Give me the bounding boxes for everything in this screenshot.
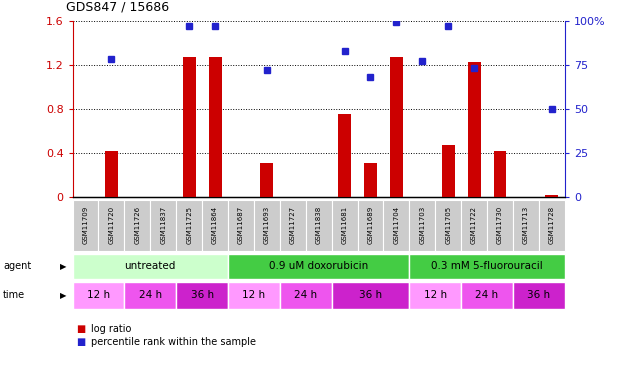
Bar (487, 200, 513, 250)
Text: GSM11709: GSM11709 (83, 206, 88, 245)
Bar (384, 200, 410, 250)
Bar (280, 200, 305, 250)
Bar (332, 282, 410, 309)
Text: ■: ■ (76, 324, 85, 334)
Text: 24 h: 24 h (294, 290, 317, 300)
Bar (305, 200, 332, 250)
Bar (513, 200, 539, 250)
Bar (176, 282, 228, 309)
Text: GSM11703: GSM11703 (419, 206, 425, 245)
Bar (150, 200, 176, 250)
Bar (209, 57, 221, 197)
Text: 36 h: 36 h (528, 290, 550, 300)
Text: GSM11838: GSM11838 (316, 206, 322, 245)
Bar (176, 200, 202, 250)
Bar (105, 151, 118, 197)
Text: time: time (3, 290, 25, 300)
Text: percentile rank within the sample: percentile rank within the sample (91, 338, 256, 347)
Bar (435, 200, 461, 250)
Text: GSM11725: GSM11725 (186, 206, 192, 244)
Text: ■: ■ (76, 338, 85, 347)
Text: 36 h: 36 h (359, 290, 382, 300)
Text: GSM11681: GSM11681 (341, 206, 348, 245)
Text: GSM11720: GSM11720 (109, 206, 114, 244)
Bar (202, 200, 228, 250)
Text: 36 h: 36 h (191, 290, 214, 300)
Text: GSM11693: GSM11693 (264, 206, 270, 245)
Bar (73, 200, 98, 250)
Bar (539, 200, 565, 250)
Bar (442, 145, 455, 197)
Bar (468, 63, 481, 197)
Bar (228, 200, 254, 250)
Bar (390, 57, 403, 197)
Bar (228, 254, 410, 279)
Bar (98, 200, 124, 250)
Bar (461, 282, 513, 309)
Text: ▶: ▶ (60, 262, 66, 271)
Text: GSM11705: GSM11705 (445, 206, 451, 244)
Text: 12 h: 12 h (242, 290, 266, 300)
Text: GSM11837: GSM11837 (160, 206, 166, 245)
Bar (410, 282, 461, 309)
Text: GSM11726: GSM11726 (134, 206, 140, 244)
Text: GSM11730: GSM11730 (497, 206, 503, 245)
Bar (182, 57, 196, 197)
Text: agent: agent (3, 261, 32, 272)
Text: GSM11689: GSM11689 (367, 206, 374, 245)
Text: GSM11728: GSM11728 (549, 206, 555, 244)
Text: GSM11864: GSM11864 (212, 206, 218, 244)
Text: 0.3 mM 5-fluorouracil: 0.3 mM 5-fluorouracil (431, 261, 543, 272)
Bar (73, 254, 228, 279)
Bar (364, 163, 377, 197)
Bar (254, 200, 280, 250)
Text: untreated: untreated (124, 261, 176, 272)
Text: 24 h: 24 h (476, 290, 498, 300)
Bar (261, 163, 273, 197)
Bar (332, 200, 358, 250)
Text: 0.9 uM doxorubicin: 0.9 uM doxorubicin (269, 261, 369, 272)
Text: GSM11722: GSM11722 (471, 206, 477, 244)
Text: ▶: ▶ (60, 291, 66, 300)
Text: GSM11704: GSM11704 (393, 206, 399, 244)
Bar (358, 200, 384, 250)
Bar (338, 114, 351, 197)
Bar (410, 254, 565, 279)
Text: log ratio: log ratio (91, 324, 132, 334)
Text: 12 h: 12 h (423, 290, 447, 300)
Bar (228, 282, 280, 309)
Text: GDS847 / 15686: GDS847 / 15686 (66, 0, 169, 13)
Bar (545, 195, 558, 197)
Bar (461, 200, 487, 250)
Text: GSM11713: GSM11713 (523, 206, 529, 245)
Text: GSM11727: GSM11727 (290, 206, 296, 244)
Text: 12 h: 12 h (87, 290, 110, 300)
Bar (73, 282, 124, 309)
Bar (493, 151, 507, 197)
Bar (124, 282, 176, 309)
Text: 24 h: 24 h (139, 290, 162, 300)
Bar (124, 200, 150, 250)
Text: GSM11687: GSM11687 (238, 206, 244, 245)
Bar (280, 282, 332, 309)
Bar (410, 200, 435, 250)
Bar (513, 282, 565, 309)
